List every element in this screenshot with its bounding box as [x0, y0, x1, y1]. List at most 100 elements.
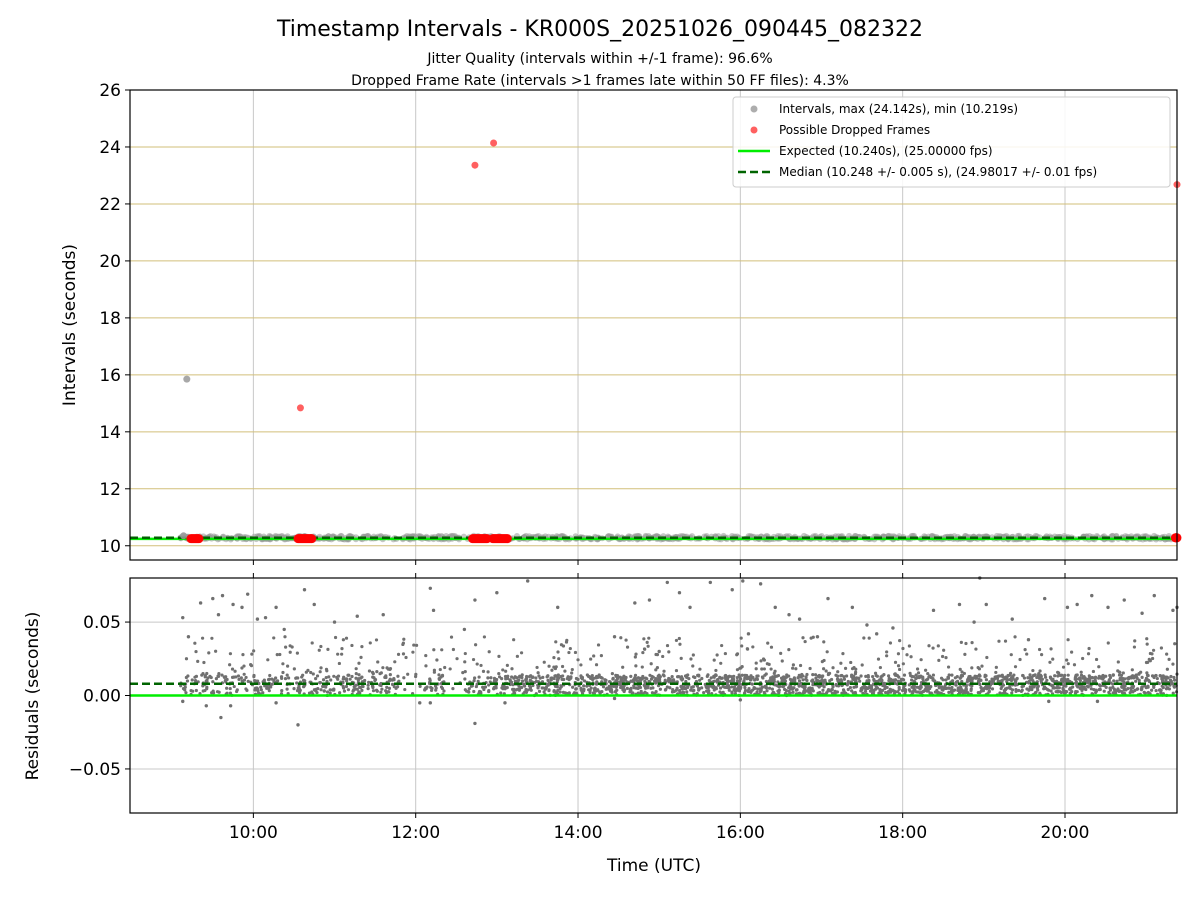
- residual-scatter-point: [634, 652, 638, 656]
- residual-scatter-point: [1167, 657, 1171, 661]
- intervals-y-ticks: 10 12 14 16 18 20 22 24 26: [99, 81, 130, 557]
- residual-scatter-point: [1116, 660, 1120, 664]
- legend-intervals-label: Intervals, max (24.142s), min (10.219s): [779, 102, 1018, 116]
- residual-band-point: [907, 688, 911, 692]
- residual-scatter-point: [205, 671, 209, 676]
- residual-scatter-point: [576, 658, 580, 662]
- residual-band-point: [506, 674, 510, 678]
- residual-band-point: [791, 678, 796, 682]
- residual-band-point: [720, 676, 724, 680]
- residual-band-point: [721, 690, 725, 694]
- residual-band-point: [324, 685, 328, 689]
- residual-band-point: [205, 685, 209, 689]
- residual-scatter-point: [1079, 670, 1083, 674]
- residual-point: [665, 580, 669, 585]
- residual-band-point: [896, 690, 900, 694]
- residual-scatter-point: [217, 672, 221, 676]
- chart-title: Timestamp Intervals - KR000S_20251026_09…: [276, 17, 923, 42]
- residual-band-point: [424, 686, 428, 690]
- residual-band-point: [1013, 683, 1018, 687]
- residual-band-point: [194, 688, 198, 693]
- residual-band-point: [342, 689, 347, 693]
- residual-band-point: [297, 691, 302, 695]
- residual-band-point: [558, 686, 562, 691]
- residual-band-point: [302, 678, 306, 682]
- residual-scatter-point: [654, 652, 658, 657]
- residual-scatter-point: [677, 636, 681, 641]
- residual-band-point: [871, 674, 875, 679]
- residual-band-point: [632, 686, 636, 690]
- residual-scatter-point: [924, 668, 928, 672]
- residual-band-point: [1143, 684, 1147, 688]
- residual-scatter-point: [765, 662, 769, 666]
- residual-band-point: [225, 677, 229, 682]
- legend-expected-label: Expected (10.240s), (25.00000 fps): [779, 144, 993, 158]
- residual-band-point: [709, 676, 713, 680]
- residual-scatter-point: [1148, 651, 1152, 656]
- residual-scatter-point: [640, 665, 644, 669]
- residual-scatter-point: [290, 645, 294, 649]
- residual-scatter-point: [240, 666, 244, 670]
- residual-band-point: [191, 689, 195, 693]
- residual-scatter-point: [432, 648, 436, 652]
- residual-scatter-point: [1072, 663, 1077, 667]
- residual-band-point: [592, 688, 597, 692]
- residual-band-point: [492, 687, 496, 691]
- residual-band-point: [735, 676, 739, 680]
- residual-band-point: [183, 688, 187, 692]
- residual-band-point: [1035, 680, 1039, 684]
- residual-band-point: [569, 676, 573, 680]
- residual-band-point: [875, 674, 879, 678]
- residual-band-point: [665, 685, 669, 689]
- residual-scatter-point: [896, 652, 901, 656]
- residual-scatter-point: [843, 666, 848, 670]
- residual-band-point: [274, 676, 278, 680]
- residual-band-point: [727, 674, 732, 678]
- residual-scatter-point: [249, 663, 253, 667]
- residual-band-point: [255, 686, 259, 690]
- residual-band-point: [332, 674, 336, 678]
- residual-band-point: [959, 674, 963, 678]
- residual-band-point: [706, 691, 711, 695]
- residual-point: [282, 627, 286, 632]
- residual-band-point: [354, 676, 358, 680]
- residual-scatter-point: [325, 669, 329, 673]
- residual-band-point: [820, 675, 824, 679]
- residual-band-point: [979, 685, 983, 690]
- residual-scatter-point: [836, 670, 840, 674]
- legend-median-label: Median (10.248 +/- 0.005 s), (24.98017 +…: [779, 165, 1097, 179]
- residual-band-point: [1085, 679, 1089, 684]
- residual-point: [312, 602, 316, 607]
- residual-scatter-point: [424, 653, 428, 658]
- residual-scatter-point: [645, 640, 649, 644]
- residual-scatter-point: [762, 667, 766, 671]
- residual-band-point: [1099, 676, 1103, 680]
- residual-band-point: [1108, 675, 1113, 680]
- residual-scatter-point: [655, 666, 660, 670]
- residuals-y-tick-label: −0.05: [69, 760, 121, 780]
- residual-scatter-point: [1003, 639, 1008, 643]
- residual-band-point: [666, 678, 671, 682]
- residual-scatter-point: [406, 672, 410, 676]
- residual-scatter-point: [661, 673, 665, 677]
- residual-scatter-point: [414, 643, 419, 647]
- residual-band-point: [341, 677, 345, 681]
- residual-point: [741, 579, 745, 583]
- intervals-y-tick-label: 22: [99, 195, 121, 215]
- residual-band-point: [476, 679, 480, 684]
- residual-band-point: [265, 684, 269, 688]
- intervals-axes-frame: [129, 89, 1178, 561]
- residual-band-point: [618, 680, 623, 684]
- residual-band-point: [854, 684, 859, 689]
- residual-band-point: [1051, 686, 1055, 690]
- residual-scatter-point: [624, 638, 628, 642]
- residual-scatter-point: [311, 672, 315, 676]
- residual-band-point: [781, 684, 785, 689]
- residual-band-point: [864, 674, 868, 678]
- residual-band-point: [990, 687, 995, 691]
- residual-scatter-point: [994, 665, 998, 669]
- residual-point: [826, 596, 830, 601]
- residual-band-point: [830, 687, 834, 692]
- residual-scatter-point: [1106, 641, 1110, 645]
